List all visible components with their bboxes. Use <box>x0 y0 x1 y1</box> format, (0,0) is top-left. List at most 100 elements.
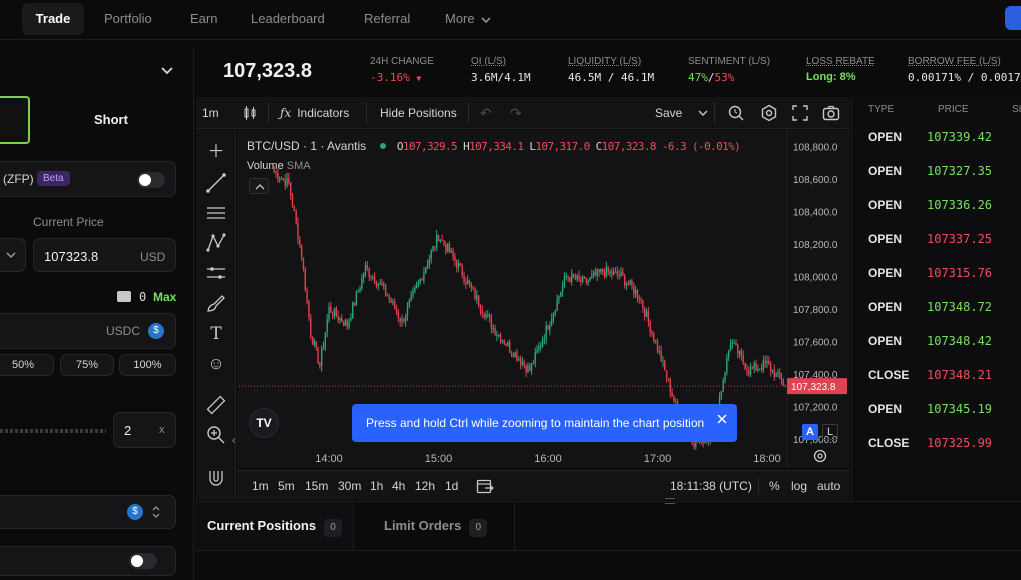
trade-type: OPEN <box>868 266 903 280</box>
price-input[interactable]: 107323.8 USD <box>33 238 176 272</box>
forecast-icon[interactable] <box>205 262 227 284</box>
resize-handle[interactable] <box>665 498 675 504</box>
auto-scale-button[interactable]: A <box>802 424 818 440</box>
candle-body <box>441 239 443 241</box>
hide-positions-button[interactable]: Hide Positions <box>380 106 457 120</box>
nav-more[interactable]: More <box>445 0 492 40</box>
pct-50-button[interactable]: 50% <box>0 354 54 376</box>
nav-trade[interactable]: Trade <box>22 3 84 35</box>
candle-body <box>488 314 491 318</box>
settings-icon[interactable] <box>760 104 778 122</box>
candle-body <box>651 332 653 334</box>
zfp-toggle[interactable] <box>137 172 165 188</box>
crosshair-icon[interactable]: ＋ <box>207 142 225 161</box>
x-tick-label: 17:00 <box>644 453 672 465</box>
nav-earn[interactable]: Earn <box>190 11 218 26</box>
collateral-input[interactable]: USDC $ <box>0 313 176 349</box>
pattern-icon[interactable] <box>205 232 227 254</box>
date-range-icon[interactable] <box>476 478 494 494</box>
indicators-label: Indicators <box>297 106 350 120</box>
long-tab[interactable] <box>0 96 30 144</box>
text-icon[interactable]: T <box>210 324 222 344</box>
wallet-button[interactable] <box>1005 6 1021 30</box>
auto-button[interactable]: auto <box>817 479 841 493</box>
indicators-button[interactable]: ƒx Indicators <box>280 97 349 129</box>
tf-1h[interactable]: 1h <box>370 479 384 493</box>
option-toggle[interactable] <box>129 553 157 569</box>
log-button[interactable]: log <box>791 479 808 493</box>
candle-body <box>633 286 635 294</box>
percent-scale-button[interactable]: % <box>769 479 780 493</box>
chart-toolbar: 1m ƒx Indicators Hide Positions ↶ ↷ Save <box>196 97 850 129</box>
candle-body <box>769 363 772 371</box>
pct-100-button[interactable]: 100% <box>119 354 176 376</box>
tf-30m[interactable]: 30m <box>338 479 362 493</box>
candle-body <box>435 234 438 248</box>
max-button[interactable]: Max <box>153 290 177 304</box>
close-icon[interactable] <box>716 413 728 425</box>
nav-leaderboard[interactable]: Leaderboard <box>251 11 325 26</box>
interval-button[interactable]: 1m <box>202 106 219 120</box>
chevron-down-icon[interactable] <box>698 109 708 117</box>
token-select[interactable]: $ <box>0 495 176 529</box>
tf-12h[interactable]: 12h <box>415 479 436 493</box>
candle-body <box>286 177 288 186</box>
stat-label[interactable]: LIQUIDITY (L/S) <box>568 56 642 67</box>
utc-clock[interactable]: 18:11:38 (UTC) <box>670 479 752 493</box>
brush-icon[interactable] <box>205 292 227 314</box>
nav-portfolio[interactable]: Portfolio <box>104 11 152 26</box>
candle-body <box>472 287 474 289</box>
candle-body <box>379 282 381 284</box>
save-button[interactable]: Save <box>655 106 683 120</box>
magnet-icon[interactable] <box>205 467 227 489</box>
tf-1m[interactable]: 1m <box>252 479 269 493</box>
camera-icon[interactable] <box>822 105 840 121</box>
stat-label[interactable]: BORROW FEE (L/S) <box>908 56 1001 67</box>
redo-icon[interactable]: ↷ <box>510 105 522 121</box>
trade-price: 107348.21 <box>927 368 993 382</box>
candle-body <box>394 301 396 310</box>
undo-icon[interactable]: ↶ <box>480 105 492 121</box>
collapse-legend-button[interactable] <box>249 178 269 194</box>
l-label: L <box>529 140 536 153</box>
trade-row: CLOSE 107325.99 <box>852 427 1021 461</box>
c-label: C <box>595 140 603 153</box>
pct-75-button[interactable]: 75% <box>60 354 114 376</box>
stat-value: 3.6M/4.1M <box>471 71 531 84</box>
trendline-icon[interactable] <box>205 172 227 194</box>
candle-body <box>423 272 425 281</box>
ruler-icon[interactable] <box>205 394 227 416</box>
fullscreen-icon[interactable] <box>792 105 808 121</box>
short-tab[interactable]: Short <box>94 112 128 127</box>
tf-5m[interactable]: 5m <box>278 479 295 493</box>
log-scale-button[interactable]: L <box>822 424 838 440</box>
candle-body <box>492 328 494 330</box>
chevron-left-icon[interactable]: ‹ <box>232 435 236 447</box>
stat-label[interactable]: OI (L/S) <box>471 56 507 67</box>
candles-icon[interactable] <box>242 105 258 121</box>
candle-body <box>731 342 734 345</box>
nav-referral[interactable]: Referral <box>364 11 411 26</box>
emoji-icon[interactable]: ☺ <box>207 354 225 373</box>
tab-current-positions[interactable]: Current Positions 0 <box>195 502 354 550</box>
tf-4h[interactable]: 4h <box>392 479 406 493</box>
chevron-down-icon[interactable] <box>160 66 174 76</box>
price-input-value: 107323.8 <box>44 249 99 264</box>
candle-body <box>737 344 739 355</box>
symbol-label[interactable]: BTC/USD · 1 · Avantis <box>247 139 367 153</box>
leverage-input[interactable]: 2 x <box>113 412 176 448</box>
quick-search-icon[interactable] <box>727 104 745 122</box>
candle-body <box>735 342 737 345</box>
chart-settings-icon[interactable] <box>812 448 828 464</box>
leverage-slider[interactable] <box>0 429 106 433</box>
horizontal-lines-icon[interactable] <box>205 202 227 224</box>
tf-15m[interactable]: 15m <box>305 479 329 493</box>
candle-body <box>726 357 728 373</box>
candle-body <box>581 276 584 282</box>
candle-body <box>414 288 416 292</box>
tab-limit-orders[interactable]: Limit Orders 0 <box>355 502 515 550</box>
stat-label[interactable]: LOSS REBATE <box>806 56 875 67</box>
zoom-in-icon[interactable] <box>205 424 227 446</box>
order-type-select[interactable] <box>0 238 26 272</box>
tf-1d[interactable]: 1d <box>445 479 459 493</box>
